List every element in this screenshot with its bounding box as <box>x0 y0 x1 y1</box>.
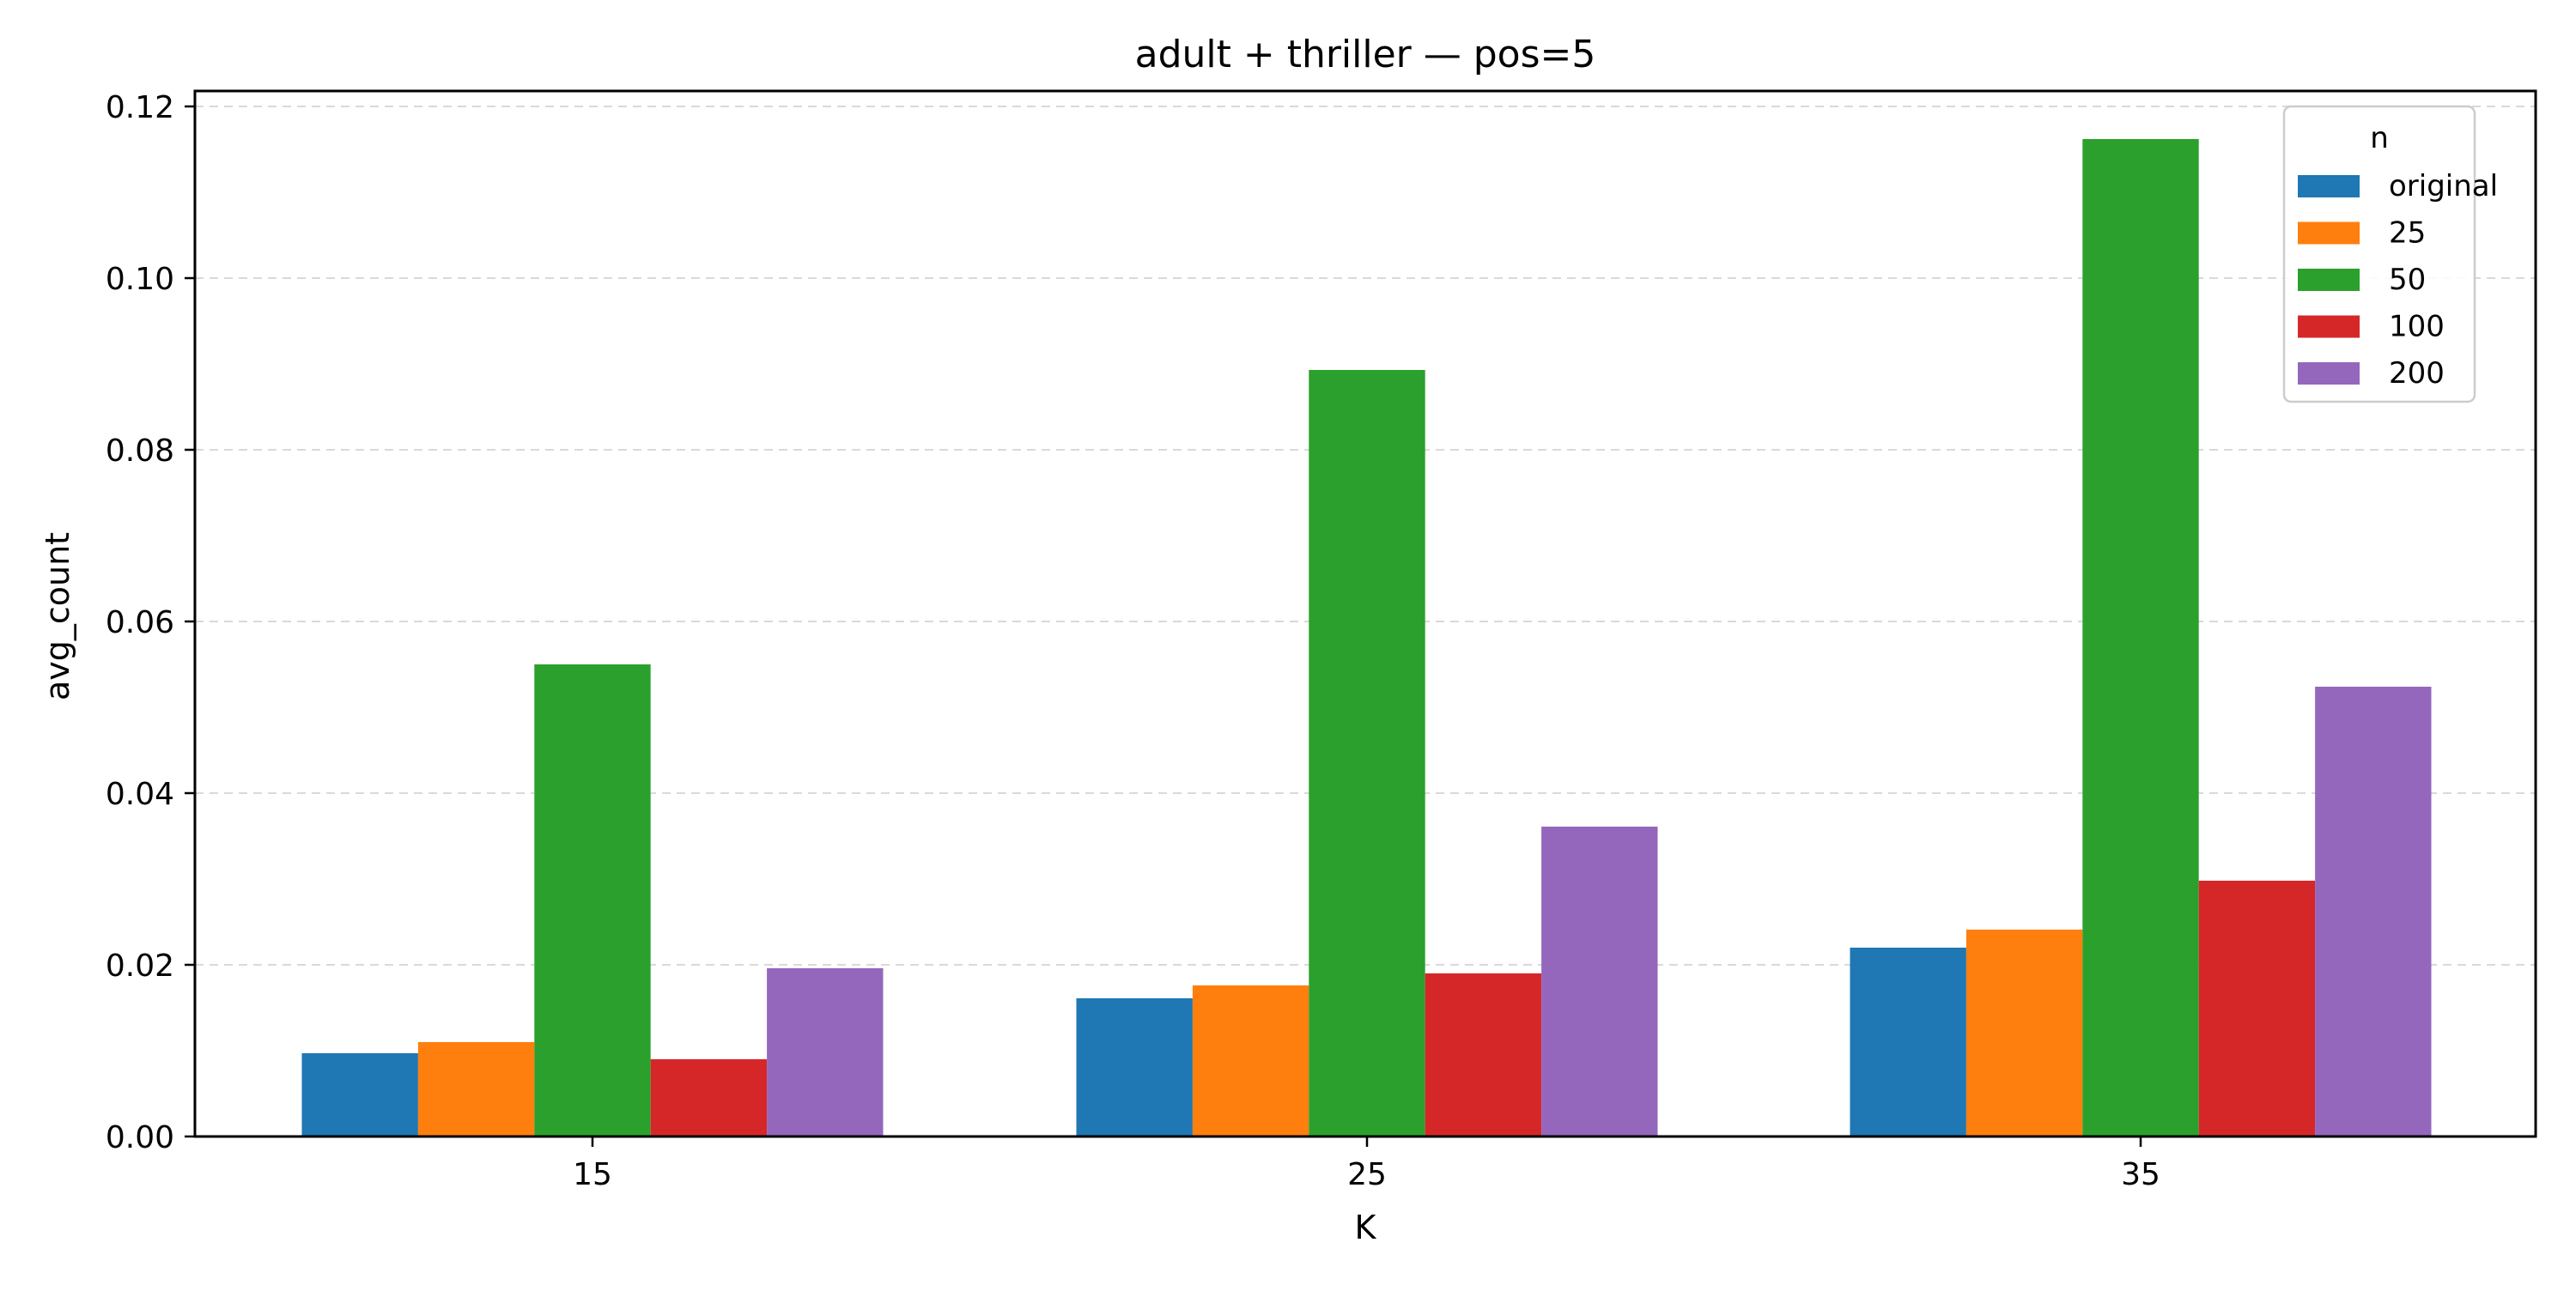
y-tick-label: 0.08 <box>106 433 174 469</box>
legend-swatch <box>2298 362 2360 385</box>
bars <box>301 139 2432 1136</box>
bar <box>1425 973 1542 1136</box>
bar <box>2082 139 2199 1136</box>
legend-label: 25 <box>2389 216 2426 251</box>
legend-swatch <box>2298 269 2360 291</box>
bar <box>650 1059 768 1136</box>
bar <box>1309 370 1425 1136</box>
x-axis-label: K <box>1355 1209 1377 1246</box>
y-axis-label: avg_count <box>39 532 76 700</box>
bar <box>301 1053 418 1136</box>
bar <box>1541 827 1658 1136</box>
bar <box>1850 948 1966 1136</box>
y-tick-label: 0.10 <box>106 262 174 297</box>
legend-label: 100 <box>2389 310 2445 344</box>
legend-swatch <box>2298 221 2360 245</box>
y-tick-label: 0.00 <box>106 1120 174 1155</box>
bar <box>767 968 884 1136</box>
y-tick-label: 0.02 <box>106 949 174 984</box>
y-tick-label: 0.04 <box>106 777 174 812</box>
axes: 0.00 0.02 0.04 0.06 0.08 0.10 0.12 15 25 35 <box>106 90 2160 1192</box>
bar <box>1076 998 1193 1136</box>
bar <box>2315 687 2432 1136</box>
bar <box>1965 930 2083 1136</box>
legend-title: n <box>2370 121 2389 155</box>
x-tick-label: 15 <box>573 1157 612 1192</box>
bar <box>534 664 651 1136</box>
x-tick-label: 25 <box>1347 1157 1387 1192</box>
legend-swatch <box>2298 315 2360 338</box>
plot-frame <box>193 89 2537 1138</box>
legend-swatch <box>2298 175 2360 197</box>
y-tick-label: 0.06 <box>106 605 174 640</box>
y-tick-label: 0.12 <box>106 90 174 125</box>
bar <box>1192 985 1309 1136</box>
bar <box>2198 881 2316 1136</box>
legend-label: 50 <box>2389 263 2426 297</box>
legend-label: 200 <box>2389 356 2445 391</box>
x-tick-label: 35 <box>2121 1157 2160 1192</box>
bar <box>417 1042 535 1136</box>
legend-label: original <box>2389 169 2498 203</box>
chart-title: adult + thriller — pos=5 <box>1135 33 1596 76</box>
